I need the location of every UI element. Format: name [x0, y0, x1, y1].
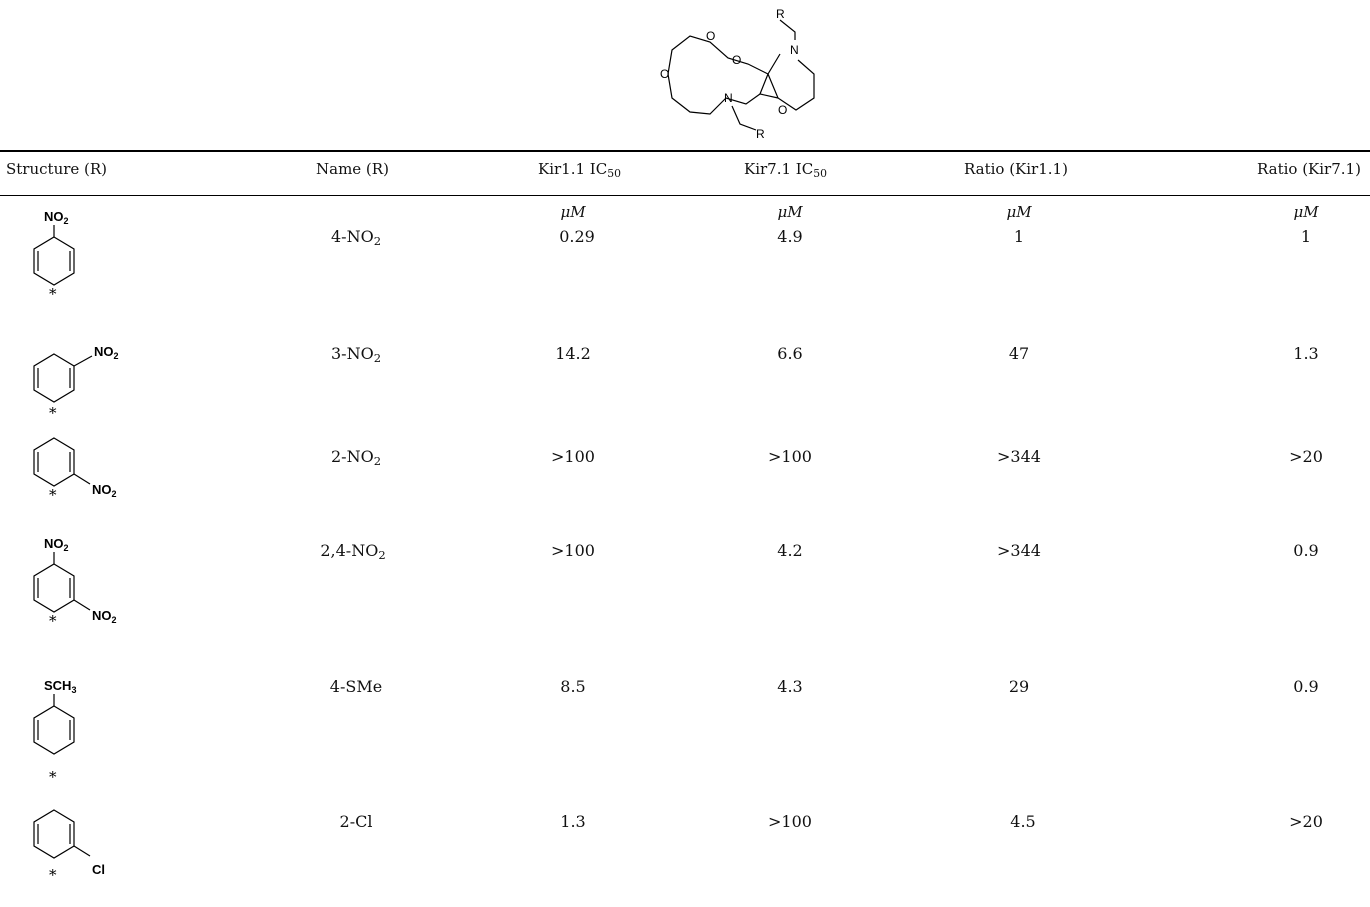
row-2-kir71: 6.6	[777, 344, 803, 363]
label-no2-meta: NO2	[94, 344, 119, 361]
header-kir71-ic50: Kir7.1 IC50	[744, 160, 827, 181]
row-4-kir11: >100	[551, 541, 595, 560]
header-structure: Structure (R)	[6, 160, 108, 178]
core-n-bottom: N	[724, 91, 733, 105]
core-o-4: O	[778, 103, 787, 117]
table-header-rule	[0, 195, 1370, 196]
label-cl: Cl	[92, 862, 105, 877]
unit-ratio-kir11: μM	[1006, 203, 1032, 221]
unit-kir11: μM	[560, 203, 586, 221]
row-2-ratio-kir71: 1.3	[1293, 344, 1319, 363]
attachment-star: *	[49, 768, 57, 786]
attachment-star: *	[49, 866, 57, 884]
row-5-kir11: 8.5	[560, 677, 586, 696]
core-scaffold-drawing: R N N O O O O R	[660, 7, 815, 141]
core-r-bottom: R	[756, 127, 765, 141]
row-2-name: 3-NO2	[330, 344, 382, 366]
header-name: Name (R)	[316, 160, 389, 178]
row-5-ratio-kir71: 0.9	[1293, 677, 1319, 696]
row-4-name: 2,4-NO2	[320, 541, 386, 563]
row-4-ratio-kir71: 0.9	[1293, 541, 1319, 560]
core-o-2: O	[660, 67, 669, 81]
label-sch3: SCH3	[44, 678, 76, 695]
row-6-name: 2-Cl	[339, 812, 373, 831]
row-2-ratio-kir11: 47	[1008, 344, 1030, 363]
structure-4-methylthiophenyl: SCH3 *	[10, 672, 150, 796]
row-6-kir11: 1.3	[560, 812, 586, 831]
core-n-top: N	[790, 43, 799, 57]
core-o-3: O	[732, 53, 741, 67]
structure-2-nitrophenyl: NO2 *	[10, 428, 150, 532]
row-3-kir71: >100	[768, 447, 812, 466]
structure-2-chlorophenyl: Cl *	[10, 800, 150, 904]
header-ratio-kir11: Ratio (Kir1.1)	[964, 160, 1068, 178]
attachment-star: *	[49, 486, 57, 504]
label-no2-para: NO2	[44, 209, 69, 226]
header-ratio-kir71: Ratio (Kir7.1)	[1257, 160, 1361, 178]
row-5-kir71: 4.3	[777, 677, 803, 696]
row-3-ratio-kir11: >344	[997, 447, 1041, 466]
row-6-kir71: >100	[768, 812, 812, 831]
structure-2-4-dinitrophenyl: NO2 NO2 *	[10, 530, 150, 654]
core-r-top: R	[776, 7, 785, 21]
row-5-ratio-kir11: 29	[1008, 677, 1030, 696]
row-1-kir71: 4.9	[777, 227, 803, 246]
row-6-ratio-kir11: 4.5	[1010, 812, 1036, 831]
row-6-ratio-kir71: >20	[1289, 812, 1323, 831]
row-2-kir11: 14.2	[555, 344, 591, 363]
row-5-name: 4-SMe	[329, 677, 383, 696]
attachment-star: *	[49, 285, 57, 303]
core-scaffold-structure: R N N O O O O R	[600, 2, 840, 146]
row-4-kir71: 4.2	[777, 541, 803, 560]
table-top-rule	[0, 150, 1370, 152]
row-3-kir11: >100	[551, 447, 595, 466]
row-3-name: 2-NO2	[330, 447, 382, 469]
structure-4-nitrophenyl: NO2 *	[10, 203, 130, 307]
row-1-ratio-kir11: 1	[1013, 227, 1025, 246]
row-1-ratio-kir71: 1	[1300, 227, 1312, 246]
attachment-star: *	[49, 612, 57, 630]
attachment-star: *	[49, 404, 57, 422]
row-3-ratio-kir71: >20	[1289, 447, 1323, 466]
core-o-1: O	[706, 29, 715, 43]
unit-ratio-kir71: μM	[1293, 203, 1319, 221]
row-1-name: 4-NO2	[330, 227, 382, 249]
unit-kir71: μM	[777, 203, 803, 221]
structure-3-nitrophenyl: NO2 *	[10, 330, 150, 434]
header-kir11-ic50: Kir1.1 IC50	[538, 160, 621, 181]
label-no2-para: NO2	[44, 536, 69, 553]
row-4-ratio-kir11: >344	[997, 541, 1041, 560]
row-1-kir11: 0.29	[559, 227, 595, 246]
label-no2-ortho: NO2	[92, 608, 117, 625]
label-no2-ortho: NO2	[92, 482, 117, 499]
